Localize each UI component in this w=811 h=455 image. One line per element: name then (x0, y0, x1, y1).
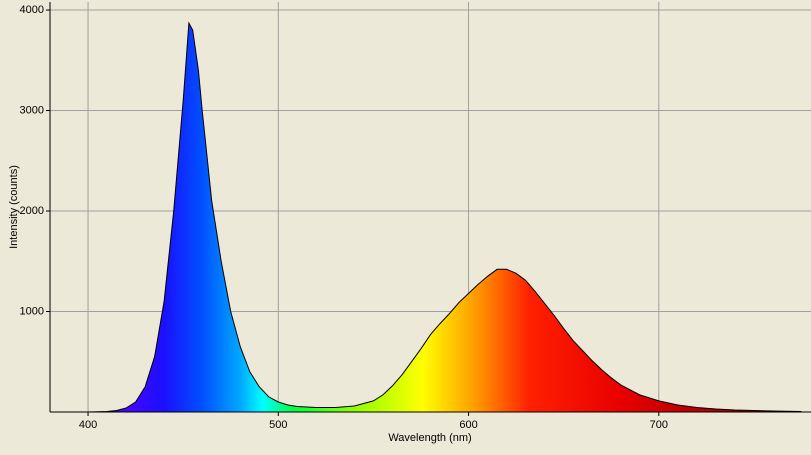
spectrum-line (50, 21, 802, 413)
y-tick-label: 4000 (20, 4, 44, 16)
x-axis-label: Wavelength (nm) (388, 432, 471, 444)
y-axis-label: Intensity (counts) (8, 165, 20, 249)
x-tick-label: 400 (79, 419, 97, 431)
x-tick-label: 700 (650, 419, 668, 431)
y-tick-label: 2000 (20, 205, 44, 217)
x-tick-label: 600 (459, 419, 477, 431)
spectrum-fill (50, 23, 802, 412)
y-tick-label: 1000 (20, 305, 44, 317)
x-tick-label: 500 (269, 419, 287, 431)
y-tick-label: 3000 (20, 104, 44, 116)
